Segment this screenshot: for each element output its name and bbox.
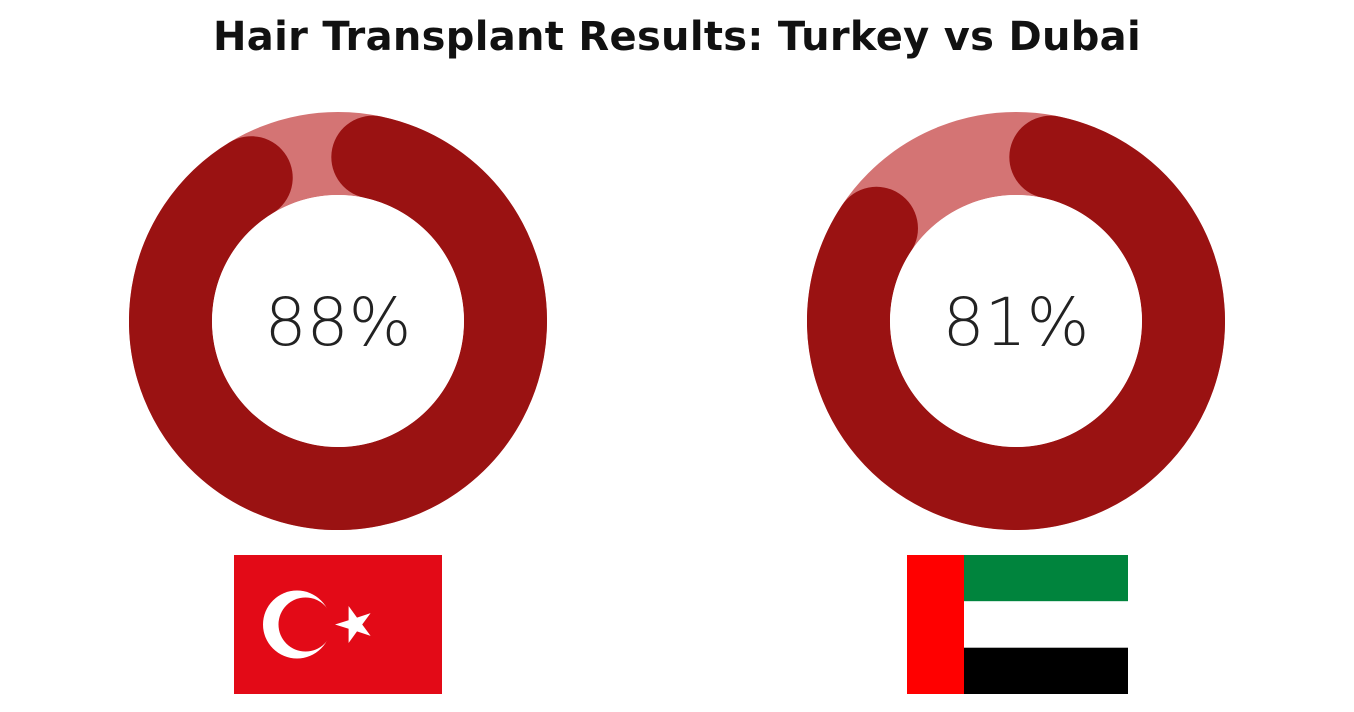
donut-hole-dubai	[890, 195, 1142, 447]
donut-value-arc-turkey	[129, 115, 547, 530]
donut-svg-dubai: 81%	[807, 112, 1225, 530]
percent-label-turkey: 88%	[265, 284, 412, 361]
turkey-flag-icon	[234, 555, 442, 694]
uae-flag-red-band	[907, 555, 964, 694]
star-icon	[335, 606, 371, 643]
donut-value-arc-dubai	[807, 115, 1225, 530]
crescent-inner	[278, 597, 333, 652]
donut-chart-turkey: 88%	[129, 112, 547, 530]
percent-label-dubai: 81%	[943, 284, 1090, 361]
donut-hole-turkey	[212, 195, 464, 447]
chart-title: Hair Transplant Results: Turkey vs Dubai	[213, 14, 1141, 60]
donut-chart-dubai: 81%	[807, 112, 1225, 530]
donut-svg-turkey: 88%	[129, 112, 547, 530]
uae-flag-icon	[907, 555, 1128, 694]
